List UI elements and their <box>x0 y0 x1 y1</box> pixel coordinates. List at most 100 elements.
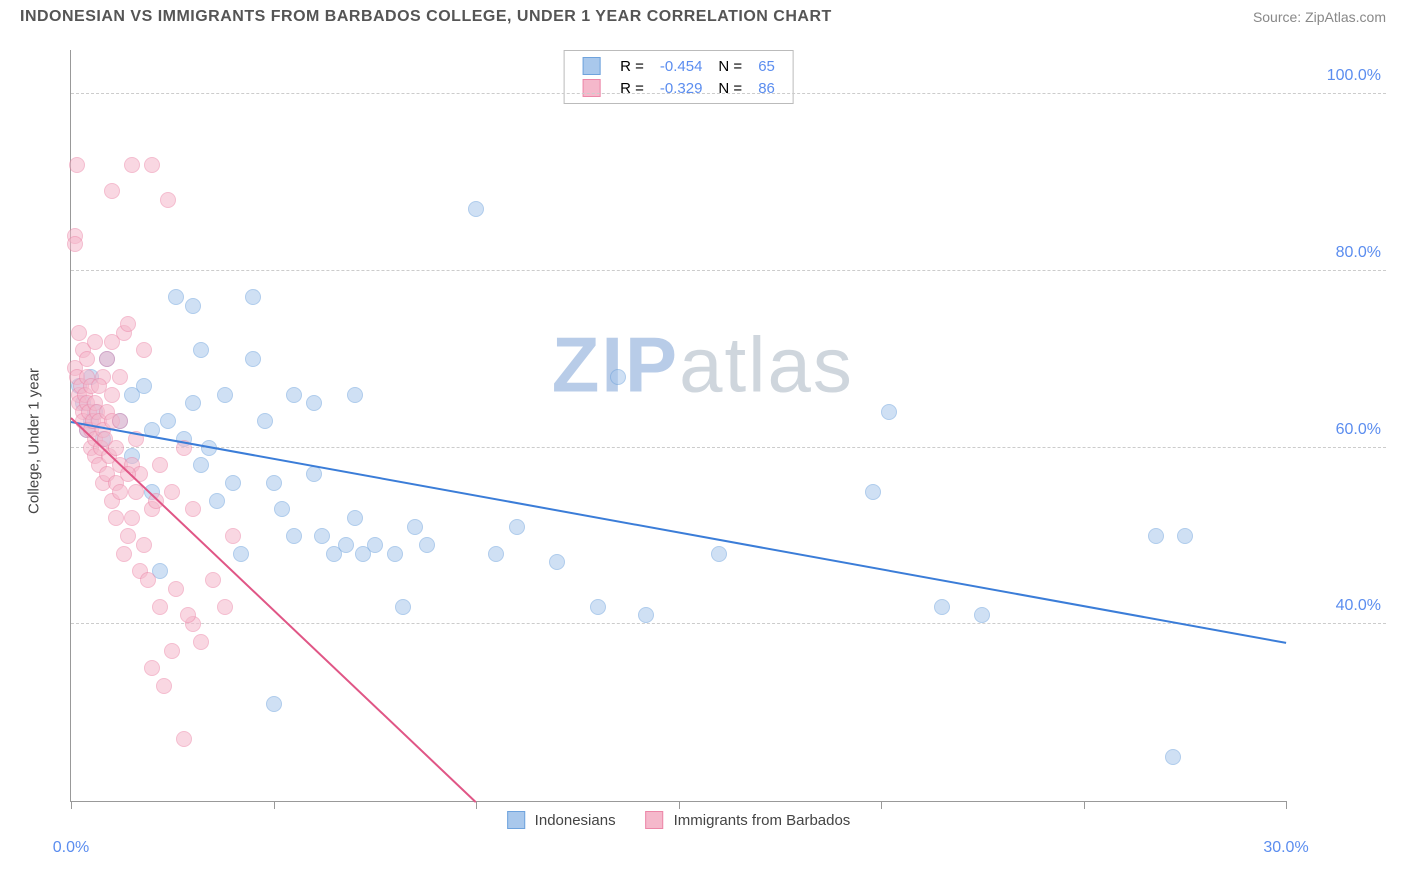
data-point <box>120 528 136 544</box>
n-label: N = <box>710 77 750 99</box>
data-point <box>185 395 201 411</box>
watermark: ZIPatlas <box>552 320 854 411</box>
data-point <box>233 546 249 562</box>
data-point <box>347 510 363 526</box>
source-attribution: Source: ZipAtlas.com <box>1253 9 1386 25</box>
data-point <box>881 404 897 420</box>
x-tick-label: 30.0% <box>1263 839 1308 857</box>
n-value-series2: 86 <box>750 77 783 99</box>
data-point <box>69 157 85 173</box>
data-point <box>1148 528 1164 544</box>
data-point <box>205 572 221 588</box>
swatch-series2 <box>582 79 600 97</box>
data-point <box>217 599 233 615</box>
data-point <box>124 510 140 526</box>
x-tick <box>274 801 275 809</box>
legend-label-series2: Immigrants from Barbados <box>674 812 851 829</box>
chart-title: INDONESIAN VS IMMIGRANTS FROM BARBADOS C… <box>20 8 832 26</box>
data-point <box>488 546 504 562</box>
data-point <box>367 537 383 553</box>
y-axis-label: College, Under 1 year <box>26 368 43 514</box>
data-point <box>185 501 201 517</box>
stats-row-series2: R = -0.329 N = 86 <box>574 77 783 99</box>
data-point <box>71 325 87 341</box>
swatch-series1 <box>582 57 600 75</box>
stats-row-series1: R = -0.454 N = 65 <box>574 55 783 77</box>
data-point <box>395 599 411 615</box>
data-point <box>257 413 273 429</box>
data-point <box>590 599 606 615</box>
data-point <box>865 484 881 500</box>
watermark-prefix: ZIP <box>552 321 679 409</box>
gridline-horizontal <box>71 93 1386 94</box>
data-point <box>144 157 160 173</box>
legend-label-series1: Indonesians <box>535 812 616 829</box>
y-tick-label: 40.0% <box>1291 597 1381 615</box>
data-point <box>108 510 124 526</box>
data-point <box>1165 749 1181 765</box>
data-point <box>638 607 654 623</box>
x-tick <box>1084 801 1085 809</box>
data-point <box>168 581 184 597</box>
data-point <box>104 387 120 403</box>
n-value-series1: 65 <box>750 55 783 77</box>
y-tick-label: 100.0% <box>1291 67 1381 85</box>
swatch-series1 <box>507 811 525 829</box>
data-point <box>193 342 209 358</box>
x-tick <box>476 801 477 809</box>
data-point <box>116 546 132 562</box>
data-point <box>112 413 128 429</box>
data-point <box>711 546 727 562</box>
data-point <box>160 413 176 429</box>
gridline-horizontal <box>71 270 1386 271</box>
chart-area: College, Under 1 year ZIPatlas R = -0.45… <box>50 50 1386 832</box>
source-name: ZipAtlas.com <box>1305 9 1386 25</box>
data-point <box>610 369 626 385</box>
swatch-series2 <box>646 811 664 829</box>
x-tick <box>679 801 680 809</box>
data-point <box>79 351 95 367</box>
r-label: R = <box>612 55 652 77</box>
data-point <box>152 599 168 615</box>
data-point <box>99 351 115 367</box>
n-label: N = <box>710 55 750 77</box>
data-point <box>112 369 128 385</box>
data-point <box>136 342 152 358</box>
data-point <box>347 387 363 403</box>
r-label: R = <box>612 77 652 99</box>
data-point <box>266 696 282 712</box>
data-point <box>306 395 322 411</box>
data-point <box>168 289 184 305</box>
r-value-series1: -0.454 <box>652 55 711 77</box>
data-point <box>274 501 290 517</box>
data-point <box>136 537 152 553</box>
data-point <box>180 607 196 623</box>
data-point <box>164 643 180 659</box>
data-point <box>193 457 209 473</box>
data-point <box>156 678 172 694</box>
data-point <box>306 466 322 482</box>
scatter-plot: ZIPatlas R = -0.454 N = 65 R = -0.329 N … <box>70 50 1286 802</box>
data-point <box>124 157 140 173</box>
data-point <box>338 537 354 553</box>
y-tick-label: 80.0% <box>1291 244 1381 262</box>
data-point <box>245 351 261 367</box>
data-point <box>164 484 180 500</box>
data-point <box>217 387 233 403</box>
data-point <box>468 201 484 217</box>
data-point <box>225 528 241 544</box>
data-point <box>286 528 302 544</box>
data-point <box>209 493 225 509</box>
watermark-suffix: atlas <box>679 321 854 409</box>
x-tick-label: 0.0% <box>53 839 89 857</box>
data-point <box>387 546 403 562</box>
series-legend: Indonesians Immigrants from Barbados <box>507 811 851 829</box>
data-point <box>104 183 120 199</box>
data-point <box>144 660 160 676</box>
data-point <box>934 599 950 615</box>
data-point <box>67 236 83 252</box>
data-point <box>112 484 128 500</box>
x-tick <box>881 801 882 809</box>
data-point <box>185 298 201 314</box>
data-point <box>245 289 261 305</box>
